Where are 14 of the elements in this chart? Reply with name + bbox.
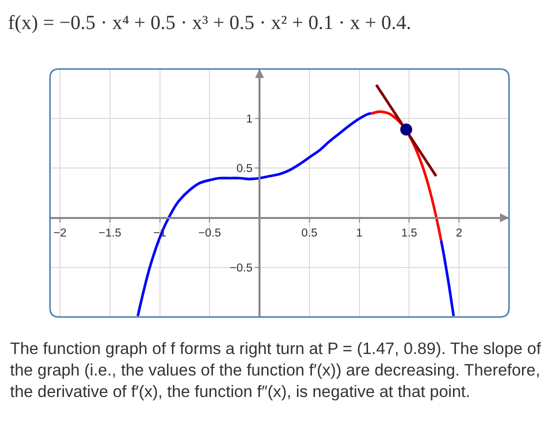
chart-title: f(x) = −0.5 · x⁴ + 0.5 · x³ + 0.5 · x² + 0.1 · x + 0.4. bbox=[8, 12, 412, 34]
y-tick-label: −0.5 bbox=[230, 262, 252, 274]
x-tick-label: −2 bbox=[53, 227, 67, 240]
line-series bbox=[136, 112, 373, 317]
y-tick-label: 0.5 bbox=[236, 163, 252, 176]
x-tick-label: 2 bbox=[456, 227, 462, 240]
text: The function graph of f forms a right turn at P = (1.47, 0.89). The slope of the graph (i.e., the values of the function f′(x)) are decreasing. Therefore, the derivative of f′(x), the function f″(x), is negative at that point. bbox=[10, 340, 542, 401]
x-tick-label: −0.5 bbox=[198, 227, 221, 240]
line-series bbox=[440, 239, 455, 317]
y-tick-label: 1 bbox=[246, 114, 252, 126]
x-tick-label: 1.5 bbox=[401, 227, 418, 240]
x-tick-label: 0.5 bbox=[301, 227, 318, 240]
x-tick-label: −1.5 bbox=[98, 227, 122, 240]
x-tick-label: 1 bbox=[356, 227, 363, 240]
